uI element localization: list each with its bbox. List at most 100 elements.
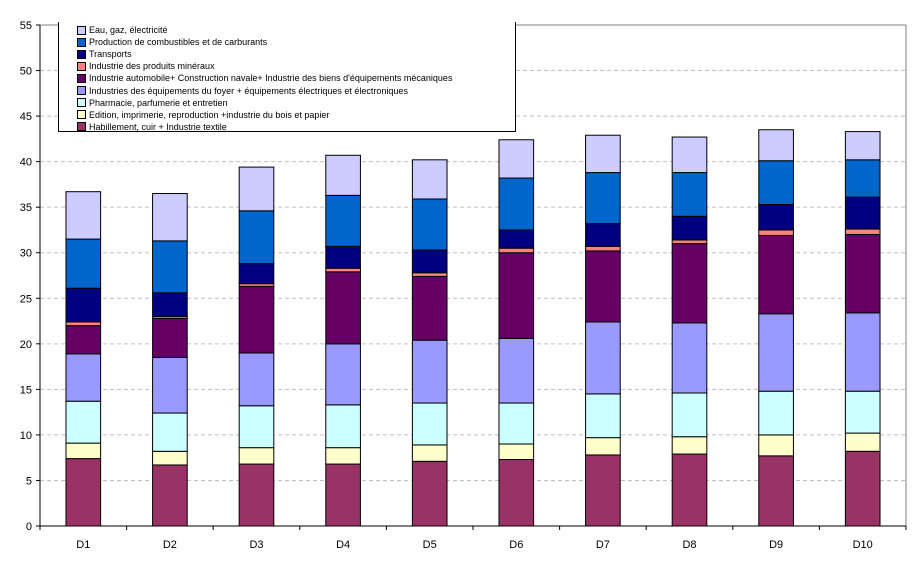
bar-segment xyxy=(671,172,708,217)
bar-segment xyxy=(411,339,448,404)
legend-swatch xyxy=(77,98,86,108)
bar-segment xyxy=(758,313,794,392)
bar-segment xyxy=(152,450,188,466)
bar-segment xyxy=(238,447,275,465)
legend-swatch xyxy=(77,110,86,120)
legend-swatch xyxy=(77,86,86,96)
legend-item: Production de combustibles et de carbura… xyxy=(77,36,515,48)
legend-label: Edition, imprimerie, reproduction +indus… xyxy=(89,109,330,120)
legend-item: Industrie des produits minéraux xyxy=(77,60,515,72)
bar-segment xyxy=(671,436,708,455)
bar-segment xyxy=(585,321,621,395)
bar-segment xyxy=(498,337,535,404)
bar-segment xyxy=(498,247,535,254)
y-tick-label: 55 xyxy=(20,20,32,32)
bar-segment xyxy=(585,454,621,527)
y-tick-label: 10 xyxy=(20,430,32,442)
bar-segment xyxy=(844,228,881,236)
bar-segment xyxy=(844,131,881,161)
bars xyxy=(65,129,881,527)
bar-segment xyxy=(152,464,188,527)
bar-segment xyxy=(671,243,708,324)
bar-segment xyxy=(152,292,188,317)
x-tick-label: D5 xyxy=(423,539,437,551)
legend-label: Transports xyxy=(89,49,132,60)
bar-segment xyxy=(325,154,361,196)
bar-segment xyxy=(498,402,535,445)
bar-segment xyxy=(498,443,535,461)
bar-segment xyxy=(411,272,448,277)
bar-segment xyxy=(411,249,448,274)
bar-segment xyxy=(152,412,188,452)
bar-segment xyxy=(671,322,708,394)
bar-segment xyxy=(585,250,621,323)
bar-segment xyxy=(844,390,881,434)
legend-item: Edition, imprimerie, reproduction +indus… xyxy=(77,109,515,121)
bar-segment xyxy=(238,405,275,449)
bar-segment xyxy=(152,240,188,294)
bar-segment xyxy=(65,238,102,289)
bar-segment xyxy=(238,263,275,285)
legend-swatch xyxy=(77,61,86,71)
bar-segment xyxy=(65,458,102,527)
bar-segment xyxy=(152,356,188,414)
bar-segment xyxy=(65,287,102,323)
bar-segment xyxy=(498,229,535,249)
y-tick-label: 5 xyxy=(26,475,32,487)
bar-segment xyxy=(65,353,102,402)
bar-segment xyxy=(844,234,881,314)
bar-segment xyxy=(498,252,535,339)
bar-segment xyxy=(671,392,708,438)
legend-label: Pharmacie, parfumerie et entretien xyxy=(89,97,228,108)
x-tick-label: D10 xyxy=(853,539,873,551)
x-tick-label: D9 xyxy=(769,539,783,551)
legend-label: Industrie automobile+ Construction naval… xyxy=(89,73,453,84)
bar-segment xyxy=(411,402,448,446)
bar-segment xyxy=(238,210,275,265)
bar-segment xyxy=(238,352,275,407)
bar-segment xyxy=(758,160,794,205)
legend-label: Industrie des produits minéraux xyxy=(89,61,215,72)
bar-segment xyxy=(844,196,881,230)
legend-swatch xyxy=(77,49,86,59)
bar-segment xyxy=(758,129,794,162)
legend-item: Eau, gaz, électricité xyxy=(77,24,515,36)
y-tick-label: 25 xyxy=(20,293,32,305)
bar-segment xyxy=(758,229,794,236)
bar-segment xyxy=(585,393,621,439)
bar-segment xyxy=(238,166,275,212)
x-tick-label: D2 xyxy=(163,539,177,551)
bar-segment xyxy=(844,312,881,392)
bar-segment xyxy=(758,234,794,315)
legend-item: Transports xyxy=(77,48,515,60)
bar-segment xyxy=(585,223,621,247)
bar-segment xyxy=(758,455,794,527)
y-tick-label: 35 xyxy=(20,202,32,214)
bar-segment xyxy=(844,450,881,527)
bar-segment xyxy=(325,267,361,273)
bar-segment xyxy=(325,343,361,406)
legend-label: Production de combustibles et de carbura… xyxy=(89,37,268,48)
bar-segment xyxy=(152,317,188,358)
y-tick-label: 30 xyxy=(20,248,32,260)
y-tick-label: 0 xyxy=(26,521,32,533)
y-tick-label: 50 xyxy=(20,66,32,78)
x-tick-label: D1 xyxy=(76,539,90,551)
legend-item: Habillement, cuir + Industrie textile xyxy=(77,121,515,133)
bar-segment xyxy=(325,271,361,345)
legend-swatch xyxy=(77,73,86,83)
bar-segment xyxy=(65,321,102,327)
y-tick-label: 20 xyxy=(20,339,32,351)
bar-segment xyxy=(65,191,102,240)
bar-segment xyxy=(325,245,361,269)
bar-segment xyxy=(411,460,448,527)
bar-segment xyxy=(585,245,621,252)
bar-segment xyxy=(844,432,881,452)
bar-segment xyxy=(325,447,361,465)
x-tick-label: D7 xyxy=(596,539,610,551)
bar-segment xyxy=(671,453,708,527)
bar-segment xyxy=(411,275,448,341)
bar-segment xyxy=(65,400,102,444)
bar-segment xyxy=(238,463,275,527)
